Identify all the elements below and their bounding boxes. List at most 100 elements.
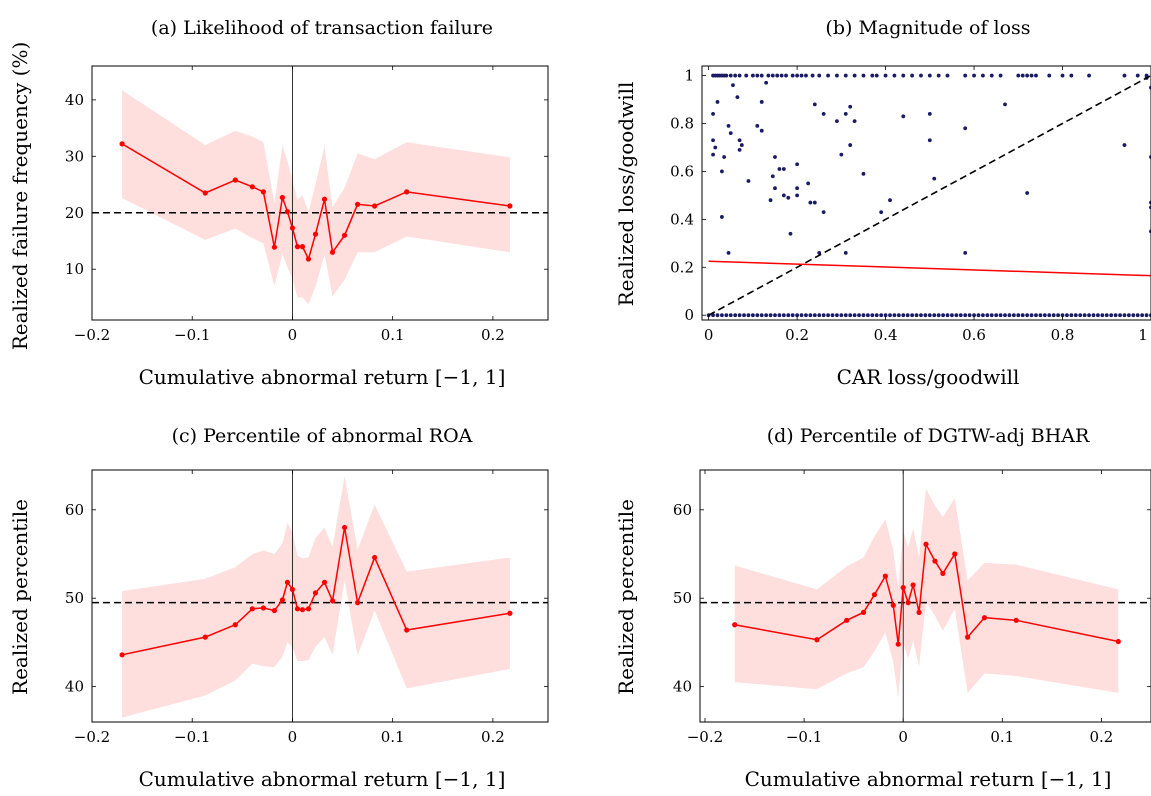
panel-b-point xyxy=(1122,143,1127,147)
panel-b-point xyxy=(795,73,800,78)
panel-a-series-point xyxy=(284,209,291,215)
panel-a-series-point xyxy=(260,189,266,195)
panel-b-point xyxy=(711,152,715,157)
panel-b-point xyxy=(883,313,888,318)
panel-b-point xyxy=(958,313,963,318)
panel-b-ytick-label: 0 xyxy=(684,306,694,324)
panel-b-point xyxy=(1078,313,1083,318)
panel-b-xtick-label: 0.4 xyxy=(874,326,898,344)
panel-b-point xyxy=(773,155,777,159)
panel-c-series-point xyxy=(249,606,255,612)
panel-b-point xyxy=(998,313,1003,318)
panel-b-point xyxy=(804,313,808,318)
panel-c-title: (c) Percentile of abnormal ROA xyxy=(172,425,473,447)
panel-c-series-point xyxy=(202,634,208,640)
panel-b-point xyxy=(1034,313,1038,318)
panel-b-point xyxy=(883,73,888,78)
panel-b-point xyxy=(972,73,976,78)
panel-b-point xyxy=(941,313,945,318)
panel-b-point xyxy=(954,313,959,318)
panel-b-point xyxy=(826,313,830,318)
panel-d-title: (d) Percentile of DGTW-adj BHAR xyxy=(767,425,1090,447)
panel-a-series-point xyxy=(404,189,410,195)
panel-b-point xyxy=(843,251,848,255)
panel-d-series-point xyxy=(844,617,850,623)
panel-b-point xyxy=(1016,73,1021,78)
panel-a-xtick-label: −0.2 xyxy=(74,326,110,344)
panel-b-point xyxy=(1025,73,1030,78)
panel-b-point xyxy=(901,313,906,318)
panel-b-point xyxy=(1047,313,1052,318)
panel-a-ytick-label: 10 xyxy=(65,260,84,278)
panel-b-point xyxy=(781,313,786,318)
panel-a-series-point xyxy=(329,249,336,255)
panel-d-frame xyxy=(699,469,1151,723)
panel-b-point xyxy=(861,171,866,176)
panel-b-point xyxy=(1087,313,1091,318)
panel-c-series-point xyxy=(341,524,348,531)
panel-b-point xyxy=(1096,313,1100,318)
panel-b-point xyxy=(852,119,857,124)
panel-b-point xyxy=(839,152,844,157)
panel-d-xtick-label: 0.2 xyxy=(1090,728,1114,746)
panel-b-point xyxy=(861,313,866,318)
panel-b-point xyxy=(914,313,919,318)
panel-d-ytick-label: 50 xyxy=(673,589,692,607)
panel-b-point xyxy=(1091,313,1096,318)
panel-a-series-point xyxy=(507,203,513,209)
panel-b-point xyxy=(1069,313,1074,318)
panel-b-point xyxy=(919,313,923,318)
panel-b-point xyxy=(739,143,744,147)
panel-b-point xyxy=(989,73,994,78)
panel-b-point xyxy=(989,313,994,318)
panel-b-point xyxy=(985,313,990,318)
panel-b-point xyxy=(775,73,780,78)
panel-b-point xyxy=(726,251,731,255)
panel-b-point xyxy=(713,145,718,150)
panel-b-point xyxy=(795,313,800,318)
panel-a-series-point xyxy=(372,203,378,209)
panel-b-point xyxy=(759,128,764,133)
panel-b-fit-line xyxy=(708,260,1151,277)
panel-d-ytick-label: 40 xyxy=(673,678,692,696)
panel-c-confidence-band xyxy=(122,476,510,718)
panel-b-plot: 0 0.2 0.4 0.6 0.8 1 0 0.2 0.4 0.6 0.8 1 xyxy=(670,65,1151,344)
panel-b-xtick-label: 0.2 xyxy=(785,326,809,344)
panel-b-point xyxy=(804,73,808,78)
panel-c-series-point xyxy=(372,554,378,561)
panel-b-point xyxy=(981,73,985,78)
panel-a-title: (a) Likelihood of transaction failure xyxy=(151,17,493,39)
panel-b-point xyxy=(786,313,791,318)
panel-b-point xyxy=(1029,313,1034,318)
panel-b-point xyxy=(821,210,826,215)
panel-c-frame xyxy=(91,469,549,723)
panel-b-point xyxy=(830,313,835,318)
panel-b-point xyxy=(715,100,720,104)
panel-a-series-point xyxy=(305,256,312,262)
panel-b-point xyxy=(812,102,817,107)
panel-b-point xyxy=(1025,313,1030,318)
panel-b-point xyxy=(892,313,897,318)
panel-b-point xyxy=(932,176,937,181)
panel-b-point xyxy=(1020,313,1025,318)
panel-d-series-point xyxy=(965,634,971,640)
panel-b-point xyxy=(1109,313,1114,318)
panel-b-point xyxy=(1087,73,1091,78)
panel-b-point xyxy=(1131,313,1136,318)
panel-b-point xyxy=(770,174,775,179)
panel-b-point xyxy=(826,73,830,78)
panel-b-point xyxy=(1042,313,1047,318)
panel-b-point xyxy=(896,313,901,318)
panel-b-point xyxy=(994,313,999,318)
panel-b-point xyxy=(910,313,915,318)
panel-b-point xyxy=(720,313,724,318)
panel-b-point xyxy=(927,313,932,318)
panel-b-data-layer xyxy=(706,73,1151,318)
panel-b-point xyxy=(817,73,822,78)
panel-b-point xyxy=(1034,73,1038,78)
panel-b-point xyxy=(963,251,968,255)
panel-b-point xyxy=(1038,313,1043,318)
panel-b-point xyxy=(963,126,968,131)
panel-b-point xyxy=(963,313,968,318)
